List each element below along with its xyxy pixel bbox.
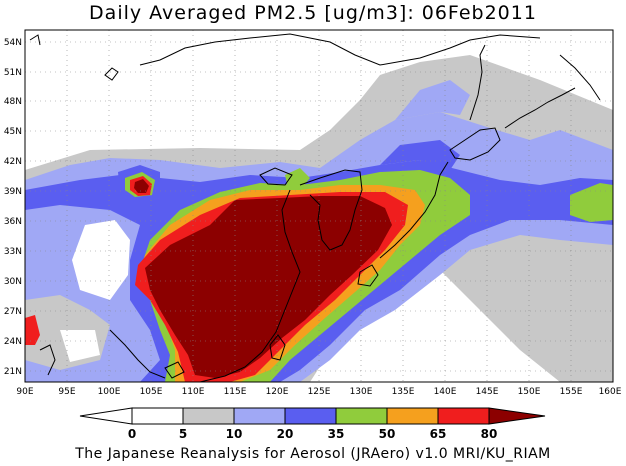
colorbar-label: 65 bbox=[430, 427, 447, 441]
lon-label: 105E bbox=[140, 387, 163, 397]
coastline-vietnam bbox=[109, 329, 166, 379]
lon-label: 150E bbox=[518, 387, 541, 397]
map-title: Daily Averaged PM2.5 [ug/m3]: 06Feb2011 bbox=[89, 2, 537, 24]
level-20-area-north bbox=[380, 140, 460, 170]
level-0-gap-west bbox=[72, 220, 130, 300]
coastline-west bbox=[29, 34, 56, 376]
coastline-japan-honshu bbox=[379, 161, 449, 259]
lat-label: 42N bbox=[4, 157, 22, 167]
lon-label: 140E bbox=[434, 387, 457, 397]
colorbar-segment bbox=[182, 407, 235, 425]
lat-label: 33N bbox=[4, 247, 22, 257]
coastlines bbox=[29, 33, 601, 382]
coastline-hainan bbox=[164, 361, 185, 379]
level-65-area-southwest bbox=[25, 315, 40, 345]
lat-label: 51N bbox=[4, 68, 22, 78]
colorbar-lower-extension bbox=[79, 407, 133, 425]
colorbar-segment bbox=[386, 407, 439, 425]
data-credit: The Japanese Reanalysis for Aerosol (JRA… bbox=[75, 446, 551, 462]
lon-label: 120E bbox=[266, 387, 289, 397]
coastline-shandong bbox=[259, 167, 293, 186]
lat-label: 54N bbox=[4, 38, 22, 48]
latitude-ticks: 54N 51N 48N 45N 42N 39N 36N 33N 30N 27N … bbox=[4, 38, 22, 377]
lat-label: 48N bbox=[4, 97, 22, 107]
colorbar-segment bbox=[437, 407, 490, 425]
coastline-kuril bbox=[504, 87, 576, 129]
level-80-area bbox=[145, 196, 392, 378]
lon-label: 90E bbox=[16, 387, 33, 397]
lat-label: 27N bbox=[4, 307, 22, 317]
lat-label: 24N bbox=[4, 337, 22, 347]
colorbar-label: 20 bbox=[277, 427, 294, 441]
level-0-gap-south bbox=[60, 330, 100, 362]
coastline-russia-china bbox=[139, 33, 541, 66]
lon-label: 135E bbox=[392, 387, 415, 397]
level-10-area-north bbox=[395, 80, 470, 120]
colorbar-label: 0 bbox=[128, 427, 136, 441]
coastline-lake-baikal bbox=[104, 67, 119, 81]
coastline-sakhalin bbox=[469, 44, 486, 121]
lon-label: 160E bbox=[599, 387, 622, 397]
lat-label: 36N bbox=[4, 217, 22, 227]
colorbar-label: 10 bbox=[226, 427, 243, 441]
lon-label: 130E bbox=[350, 387, 373, 397]
coastline-japan-kyushu bbox=[357, 264, 379, 287]
lon-label: 155E bbox=[560, 387, 583, 397]
plot-frame bbox=[24, 29, 614, 383]
lon-label: 110E bbox=[182, 387, 205, 397]
lon-label: 100E bbox=[98, 387, 121, 397]
lat-label: 21N bbox=[4, 367, 22, 377]
lat-label: 45N bbox=[4, 127, 22, 137]
colorbar-upper-extension bbox=[488, 407, 546, 425]
lat-label: 30N bbox=[4, 277, 22, 287]
lon-label: 95E bbox=[58, 387, 75, 397]
coastline-hokkaido bbox=[449, 127, 501, 161]
colorbar-segment bbox=[335, 407, 388, 425]
level-35-area-north bbox=[285, 168, 310, 190]
colorbar: 0 5 10 20 35 50 65 80 bbox=[79, 407, 546, 441]
lon-label: 125E bbox=[308, 387, 331, 397]
coastline-korea bbox=[299, 169, 363, 251]
colorbar-segment bbox=[131, 407, 184, 425]
lon-label: 115E bbox=[224, 387, 247, 397]
level-80-area-west bbox=[134, 179, 149, 193]
coastline-kamchatka bbox=[559, 54, 601, 101]
level-35-area-east bbox=[570, 183, 613, 222]
colorbar-label: 50 bbox=[379, 427, 396, 441]
colorbar-label: 35 bbox=[328, 427, 345, 441]
lon-label: 145E bbox=[476, 387, 499, 397]
lat-label: 39N bbox=[4, 187, 22, 197]
coastline-china-east bbox=[199, 189, 301, 382]
pm25-field bbox=[25, 30, 613, 382]
coastline-taiwan bbox=[269, 334, 286, 361]
graticule bbox=[25, 30, 613, 382]
colorbar-label: 5 bbox=[179, 427, 187, 441]
colorbar-label: 80 bbox=[481, 427, 498, 441]
colorbar-segment bbox=[233, 407, 286, 425]
level-5-area-north bbox=[360, 58, 470, 120]
colorbar-segment bbox=[284, 407, 337, 425]
longitude-ticks: 90E 95E 100E 105E 110E 115E 120E 125E 13… bbox=[16, 387, 621, 397]
